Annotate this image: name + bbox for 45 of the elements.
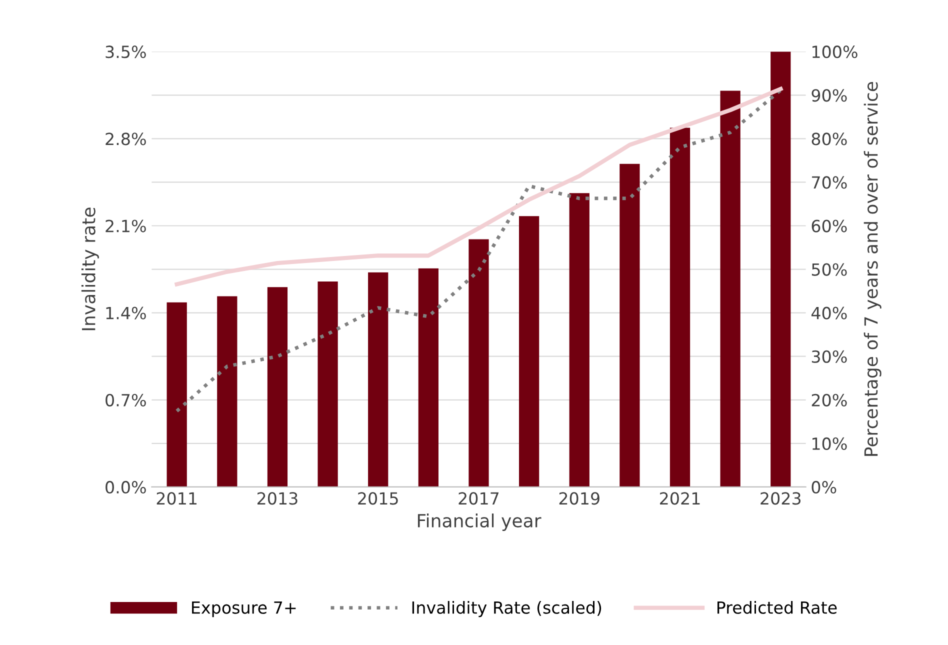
bar [670, 128, 690, 487]
bar [166, 302, 187, 487]
y-tick-label: 1.4% [106, 306, 146, 320]
y-axis-title: Invalidity rate [81, 208, 99, 330]
y2-tick-label: 10% [812, 437, 847, 450]
y-tick-label: 2.8% [106, 132, 146, 146]
line-series [174, 86, 783, 286]
legend-label: Predicted Rate [717, 600, 837, 614]
bar [318, 281, 338, 487]
bar [518, 216, 540, 487]
bar [267, 287, 288, 487]
legend-label: Invalidity Rate (scaled) [412, 600, 602, 618]
bar [468, 239, 489, 487]
x-tick-label: 2013 [257, 492, 298, 505]
line-series [175, 88, 782, 413]
y2-tick-label: 70% [812, 176, 847, 189]
legend-label: Exposure 7+ [192, 601, 296, 618]
y-tick-label: 0.7% [106, 394, 146, 406]
y2-tick-label: 20% [812, 394, 847, 406]
y2-axis-title: Percentage of 7 years and over of service [864, 82, 882, 456]
bar [217, 296, 238, 487]
bar [569, 193, 590, 487]
bar [368, 272, 388, 487]
bar [418, 268, 438, 487]
x-tick-label: 2019 [559, 492, 600, 505]
bar [620, 164, 640, 487]
y2-tick-label: 50% [812, 263, 847, 276]
y2-tick-label: 100% [812, 46, 858, 58]
y-tick-label: 3.5% [106, 46, 146, 58]
x-tick-label: 2023 [760, 492, 801, 505]
y2-tick-label: 30% [812, 350, 847, 363]
x-tick-label: 2011 [156, 492, 197, 505]
y2-tick-label: 0% [812, 480, 836, 494]
x-axis-title: Financial year [418, 514, 542, 531]
y-tick-label: 0.0% [106, 480, 146, 494]
y2-tick-label: 40% [811, 306, 847, 320]
x-tick-label: 2021 [660, 492, 700, 505]
y2-tick-label: 90% [812, 89, 847, 102]
bar [770, 52, 791, 487]
y2-tick-label: 80% [812, 132, 847, 146]
bar [720, 90, 740, 487]
y2-tick-label: 60% [812, 220, 847, 232]
x-tick-label: 2017 [458, 492, 499, 505]
y-tick-label: 2.1% [106, 220, 146, 232]
x-tick-label: 2015 [358, 492, 398, 505]
